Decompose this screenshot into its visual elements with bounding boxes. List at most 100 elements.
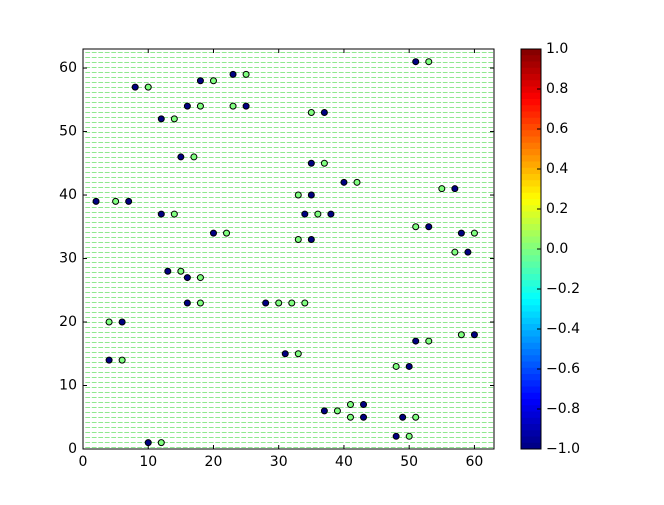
point xyxy=(196,77,204,85)
colorbar-segment xyxy=(521,367,541,375)
colorbar-segment xyxy=(521,292,541,300)
point xyxy=(425,58,433,66)
point xyxy=(144,439,152,447)
colorbar-segment xyxy=(521,274,541,281)
colorbar-segment xyxy=(521,105,541,112)
point xyxy=(360,413,368,421)
colorbar-segment xyxy=(521,167,541,175)
point xyxy=(229,70,237,78)
point xyxy=(177,267,185,275)
point xyxy=(157,439,165,447)
colorbar-segment xyxy=(521,92,541,100)
colorbar-segment xyxy=(521,442,541,450)
x-tick-label: 20 xyxy=(205,454,223,470)
point xyxy=(320,159,328,167)
colorbar-segment xyxy=(521,249,541,256)
colorbar-tick-label: −0.6 xyxy=(546,361,580,377)
colorbar-segment xyxy=(521,411,541,419)
x-tick-label: 30 xyxy=(270,454,288,470)
y-tick-label: 0 xyxy=(68,441,77,457)
y-tick-label: 20 xyxy=(59,314,77,330)
point xyxy=(196,102,204,110)
point xyxy=(196,274,204,282)
point xyxy=(307,235,315,243)
colorbar-segment xyxy=(521,205,541,212)
point xyxy=(275,299,283,307)
point xyxy=(451,248,459,256)
point xyxy=(242,70,250,78)
colorbar-segment xyxy=(521,61,541,69)
colorbar-segment xyxy=(521,230,541,237)
colorbar-segment xyxy=(521,99,541,106)
vector-field xyxy=(83,49,494,449)
point xyxy=(399,413,407,421)
colorbar-segment xyxy=(521,261,541,269)
colorbar-segment xyxy=(521,55,541,62)
point xyxy=(451,185,459,193)
y-tick-label: 10 xyxy=(59,378,77,394)
point xyxy=(346,401,354,409)
colorbar-segment xyxy=(521,311,541,319)
colorbar-segment xyxy=(521,186,541,194)
point xyxy=(223,229,231,237)
colorbar-segment xyxy=(521,236,541,244)
point xyxy=(301,210,309,218)
colorbar-segment xyxy=(521,111,541,119)
colorbar-segment xyxy=(521,80,541,87)
colorbar-segment xyxy=(521,199,541,206)
colorbar-segment xyxy=(521,192,541,200)
colorbar-segment xyxy=(521,86,541,94)
colorbar-segment xyxy=(521,336,541,344)
colorbar-segment xyxy=(521,324,541,331)
colorbar-segment xyxy=(521,317,541,325)
point xyxy=(183,102,191,110)
point xyxy=(177,153,185,161)
point xyxy=(438,185,446,193)
colorbar-segment xyxy=(521,155,541,162)
colorbar-tick-label: 1.0 xyxy=(546,41,568,57)
point xyxy=(320,407,328,415)
colorbar-segment xyxy=(521,142,541,150)
colorbar-segment xyxy=(521,355,541,362)
point xyxy=(457,229,465,237)
point xyxy=(196,299,204,307)
point xyxy=(405,432,413,440)
colorbar-segment xyxy=(521,49,541,56)
point xyxy=(157,210,165,218)
colorbar-segment xyxy=(521,74,541,81)
colorbar-segment xyxy=(521,267,541,275)
colorbar-segment xyxy=(521,286,541,294)
point xyxy=(327,210,335,218)
point xyxy=(262,299,270,307)
point xyxy=(307,191,315,199)
point xyxy=(314,210,322,218)
colorbar-segment xyxy=(521,392,541,400)
colorbar-segment xyxy=(521,405,541,412)
x-tick-label: 10 xyxy=(139,454,157,470)
point xyxy=(118,356,126,364)
point xyxy=(288,299,296,307)
point xyxy=(340,178,348,186)
point xyxy=(470,229,478,237)
point xyxy=(353,178,361,186)
point xyxy=(405,362,413,370)
point xyxy=(294,235,302,243)
point xyxy=(170,210,178,218)
point xyxy=(360,401,368,409)
colorbar-segment xyxy=(521,130,541,137)
colorbar-tick-label: 0.0 xyxy=(546,241,568,257)
point xyxy=(281,350,289,358)
colorbar-segment xyxy=(521,180,541,187)
point xyxy=(112,197,120,205)
x-tick-label: 60 xyxy=(466,454,484,470)
colorbar-segment xyxy=(521,136,541,144)
point xyxy=(464,248,472,256)
colorbar-segment xyxy=(521,117,541,125)
point xyxy=(320,108,328,116)
colorbar-tick-label: 0.8 xyxy=(546,81,568,97)
point xyxy=(412,58,420,66)
point xyxy=(242,102,250,110)
axes-frame xyxy=(82,48,495,450)
x-tick-label: 50 xyxy=(400,454,418,470)
point xyxy=(170,115,178,123)
